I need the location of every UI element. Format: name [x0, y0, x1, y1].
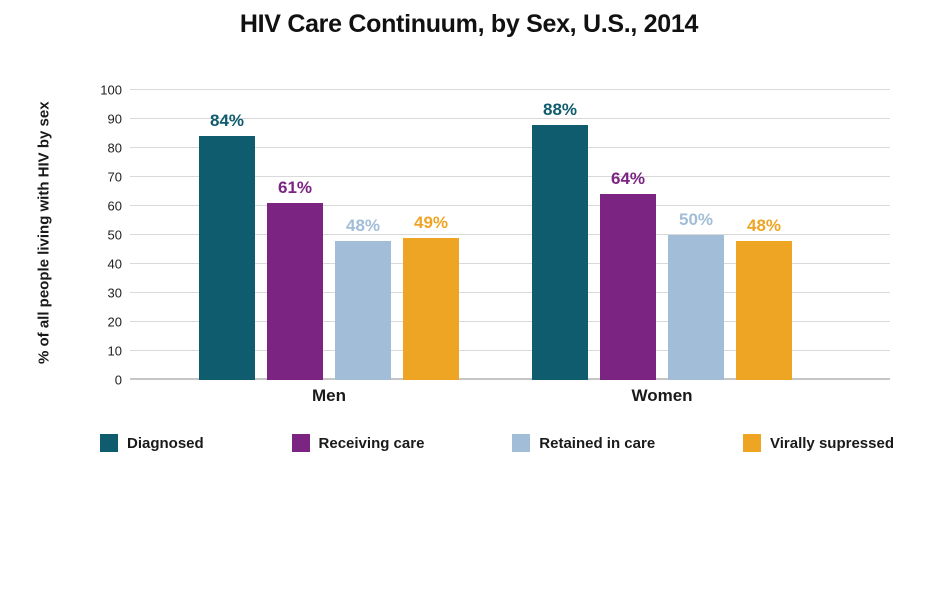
legend: Diagnosed Receiving care Retained in care V…: [100, 434, 894, 452]
bar-wrap-retained-in-care-women: 50%: [668, 211, 724, 380]
y-tick-label-10: 10: [107, 343, 122, 359]
bar-wrap-retained-in-care-men: 48%: [335, 217, 391, 380]
gridline-90: [130, 118, 890, 119]
legend-item-retained-in-care: Retained in care: [512, 434, 655, 452]
x-axis-label-men: Men: [312, 386, 346, 405]
legend-swatch-diagnosed: [100, 434, 118, 452]
bar-value-virally-supressed-men: 49%: [413, 212, 449, 232]
legend-swatch-virally-supressed: [743, 434, 762, 452]
bar-value-receiving-care-women: 64%: [610, 169, 646, 189]
gridline-40: [130, 263, 890, 264]
y-tick-label-60: 60: [107, 198, 122, 214]
y-tick-label-20: 20: [107, 314, 122, 330]
legend-swatch-receiving-care: [291, 434, 310, 452]
gridline-30: [130, 292, 890, 293]
bar-wrap-receiving-care-women: 64%: [600, 170, 656, 380]
bar-group-women: 88% 64% 50% 48%: [532, 90, 792, 380]
legend-item-receiving-care: Receiving care: [291, 434, 425, 452]
legend-item-virally-supressed: Virally supressed: [743, 434, 894, 452]
bar-value-receiving-care-men: 61%: [277, 178, 313, 198]
gridline-80: [130, 147, 890, 148]
bar-receiving-care-men: [267, 203, 323, 380]
gridline-20: [130, 321, 890, 322]
gridline-70: [130, 176, 890, 177]
bar-value-retained-in-care-men: 48%: [345, 215, 381, 235]
bar-receiving-care-women: [600, 194, 656, 380]
bar-wrap-virally-supressed-women: 48%: [736, 217, 792, 380]
legend-label-diagnosed: Diagnosed: [127, 434, 204, 452]
legend-swatch-retained-in-care: [512, 434, 531, 452]
bar-virally-supressed-men: [403, 237, 459, 380]
legend-label-virally-supressed: Virally supressed: [770, 434, 894, 452]
bar-retained-in-care-women: [668, 235, 724, 380]
x-axis-label-women: Women: [631, 386, 693, 405]
x-axis-baseline: [130, 378, 890, 380]
bar-value-virally-supressed-women: 48%: [746, 215, 782, 235]
bar-wrap-receiving-care-men: 61%: [267, 179, 323, 380]
bar-wrap-diagnosed-women: 88%: [532, 101, 588, 380]
chart-title: HIV Care Continuum, by Sex, U.S., 2014: [239, 10, 699, 38]
gridline-100: [130, 89, 890, 90]
legend-item-diagnosed: Diagnosed: [100, 434, 204, 452]
bar-diagnosed-men: [199, 136, 255, 380]
bar-diagnosed-women: [532, 124, 588, 380]
y-tick-label-70: 70: [107, 169, 122, 185]
gridline-60: [130, 205, 890, 206]
y-tick-label-100: 100: [100, 82, 122, 98]
legend-label-receiving-care: Receiving care: [318, 434, 425, 452]
y-tick-label-90: 90: [107, 111, 122, 127]
bar-value-retained-in-care-women: 50%: [678, 210, 714, 229]
bar-wrap-virally-supressed-men: 49%: [403, 214, 459, 380]
y-tick-label-30: 30: [107, 285, 122, 301]
gridline-10: [130, 350, 890, 351]
plot-area: 0 10 20 30 40 50 60 70 80 90 100 84% 61% 48% 49% 88% 64%…: [100, 84, 890, 387]
legend-label-retained-in-care: Retained in care: [539, 434, 656, 452]
bar-virally-supressed-women: [736, 240, 792, 380]
bar-value-diagnosed-women: 88%: [542, 99, 578, 119]
bar-wrap-diagnosed-men: 84%: [199, 112, 255, 380]
y-axis-label: % of all people living with HIV by sex: [35, 101, 53, 365]
bar-value-diagnosed-men: 84%: [209, 111, 245, 131]
y-tick-label-40: 40: [107, 256, 122, 272]
gridline-50: [130, 234, 890, 235]
y-tick-label-0: 0: [114, 372, 122, 388]
y-tick-label-50: 50: [107, 227, 122, 243]
y-tick-label-80: 80: [107, 140, 122, 156]
bar-group-men: 84% 61% 48% 49%: [199, 90, 459, 380]
bar-retained-in-care-men: [335, 240, 391, 380]
